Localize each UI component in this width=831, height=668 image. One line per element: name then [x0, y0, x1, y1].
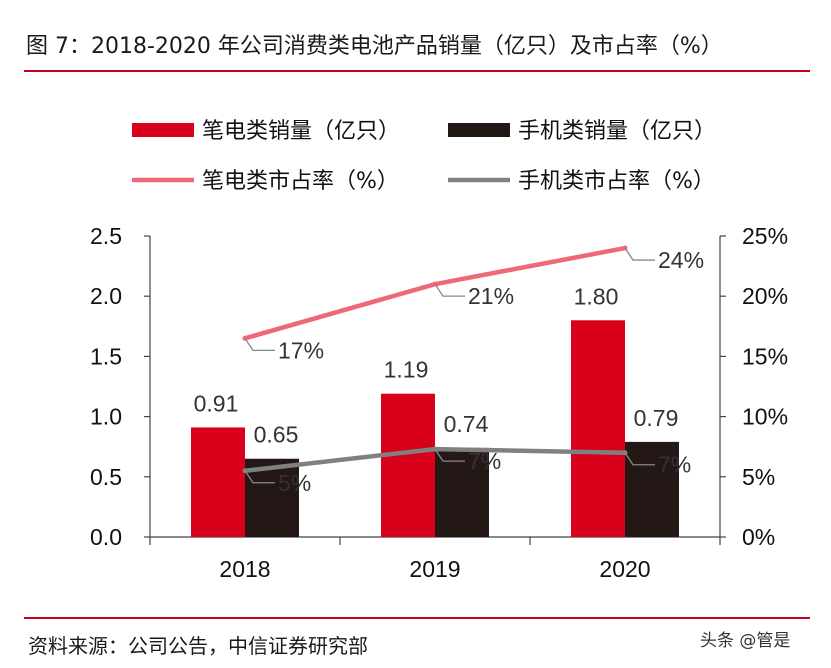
- laptop-volume-label: 0.91: [194, 390, 239, 416]
- laptop-share-leader: [434, 283, 465, 297]
- laptop-share-leader: [244, 337, 275, 351]
- legend-label: 笔电类市占率（%）: [202, 169, 399, 194]
- footer-divider: [24, 617, 810, 619]
- laptop-volume-label: 1.19: [384, 357, 429, 383]
- phone-share-leader: [434, 448, 465, 462]
- phone-share-label: 5%: [278, 470, 311, 496]
- x-tick-label: 2018: [219, 556, 270, 582]
- laptop-volume-bar: [191, 427, 245, 537]
- left-tick-label: 2.5: [90, 223, 122, 249]
- left-tick-label: 2.0: [90, 283, 122, 309]
- right-tick-label: 20%: [742, 283, 788, 309]
- right-tick-label: 10%: [742, 404, 788, 430]
- phone-volume-label: 0.65: [254, 422, 299, 448]
- left-tick-label: 0.5: [90, 464, 122, 490]
- phone-volume-label: 0.74: [444, 411, 489, 437]
- phone-share-leader: [244, 470, 275, 484]
- laptop-share-leader: [624, 247, 655, 261]
- laptop-share-label: 24%: [658, 247, 704, 273]
- legend-label: 手机类销量（亿只）: [518, 119, 716, 144]
- right-tick-label: 25%: [742, 223, 788, 249]
- phone-volume-bar: [625, 441, 679, 537]
- phone-share-label: 7%: [468, 448, 501, 474]
- legend-label: 手机类市占率（%）: [518, 169, 715, 194]
- phone-share-leader: [624, 452, 655, 466]
- left-tick-label: 1.5: [90, 343, 122, 369]
- left-tick-label: 1.0: [90, 404, 122, 430]
- phone-volume-label: 0.79: [634, 405, 679, 431]
- laptop-volume-bar: [571, 320, 625, 537]
- legend-label: 笔电类销量（亿只）: [202, 119, 400, 144]
- laptop-volume-bar: [381, 393, 435, 537]
- title-divider: [24, 70, 810, 72]
- laptop-share-line: [244, 245, 626, 341]
- legend-swatch-0: [132, 123, 194, 137]
- right-tick-label: 5%: [742, 464, 775, 490]
- legend-swatch-1: [448, 123, 510, 137]
- x-tick-label: 2020: [599, 556, 650, 582]
- x-tick-label: 2019: [409, 556, 460, 582]
- phone-share-label: 7%: [658, 452, 691, 478]
- chart-title: 图 7：2018-2020 年公司消费类电池产品销量（亿只）及市占率（%）: [26, 34, 723, 59]
- laptop-volume-label: 1.80: [574, 283, 619, 309]
- laptop-share-label: 17%: [278, 337, 324, 363]
- watermark: 头条 @管是: [700, 631, 791, 651]
- phone-volume-bar: [435, 447, 489, 537]
- source-note: 资料来源：公司公告，中信证券研究部: [28, 634, 368, 658]
- laptop-share-label: 21%: [468, 283, 514, 309]
- right-tick-label: 15%: [742, 343, 788, 369]
- left-tick-label: 0.0: [90, 524, 122, 550]
- right-tick-label: 0%: [742, 524, 775, 550]
